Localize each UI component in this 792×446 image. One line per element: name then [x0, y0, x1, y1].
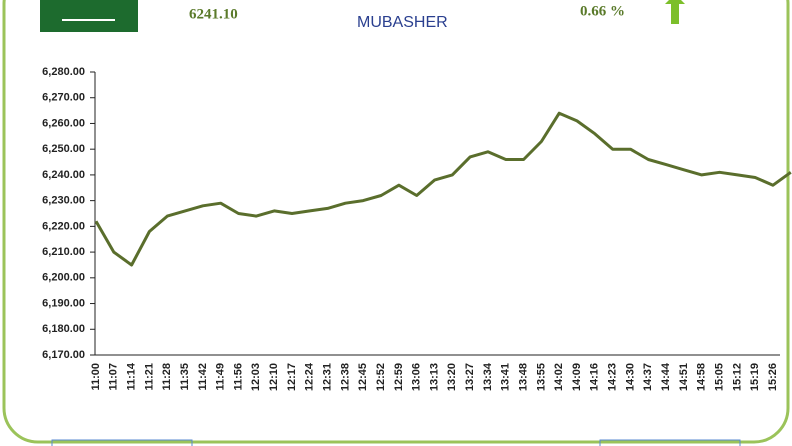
price-line: [94, 111, 792, 267]
x-tick-label: 14:16: [589, 363, 601, 391]
x-tick-label: 13:06: [411, 363, 423, 391]
x-tick-label: 14:58: [696, 363, 708, 391]
x-tick-label: 15:12: [731, 363, 743, 391]
index-value: 6241.10: [189, 6, 238, 22]
x-tick-label: 12:24: [304, 362, 316, 391]
x-tick-label: 11:35: [179, 363, 191, 391]
x-tick-label: 12:10: [268, 363, 280, 391]
x-tick-label: 14:44: [660, 362, 672, 391]
x-tick-label: 12:38: [339, 363, 351, 391]
x-tick-label: 11:07: [108, 363, 120, 391]
x-tick-label: 11:49: [215, 363, 227, 391]
x-tick-label: 13:13: [428, 363, 440, 391]
x-tick-label: 11:00: [90, 363, 102, 391]
x-tick-label: 13:27: [464, 363, 476, 391]
x-tick-label: 12:52: [375, 363, 387, 391]
y-tick-label: 6,240.00: [42, 169, 85, 181]
y-tick-label: 6,270.00: [42, 92, 85, 104]
up-arrow: [665, 0, 685, 24]
y-tick-label: 6,210.00: [42, 246, 85, 258]
y-tick-label: 6,260.00: [42, 117, 85, 129]
x-tick-label: 12:17: [286, 363, 298, 391]
footer-box: [51, 439, 193, 446]
y-tick-label: 6,190.00: [42, 297, 85, 309]
y-tick-label: 6,280.00: [42, 66, 85, 78]
y-tick-label: 6,200.00: [42, 272, 85, 284]
change-value: 0.66 %: [580, 3, 625, 19]
x-tick-label: 13:20: [446, 363, 458, 391]
x-tick-label: 12:31: [322, 363, 334, 391]
x-tick-label: 13:41: [500, 363, 512, 391]
y-tick-label: 6,220.00: [42, 220, 85, 232]
x-tick-label: 13:55: [535, 363, 547, 391]
y-tick-label: 6,250.00: [42, 143, 85, 155]
x-tick-label: 11:21: [143, 363, 155, 391]
footer-box: [599, 439, 741, 446]
x-tick-label: 11:28: [161, 363, 173, 391]
x-tick-label: 13:34: [482, 362, 494, 391]
x-tick-label: 15:26: [767, 363, 779, 391]
x-tick-label: 14:09: [571, 363, 583, 391]
x-tick-label: 14:30: [624, 363, 636, 391]
y-tick-label: 6,170.00: [42, 349, 85, 361]
x-tick-label: 14:23: [607, 363, 619, 391]
x-tick-label: 15:05: [713, 363, 725, 391]
y-tick-label: 6,180.00: [42, 323, 85, 335]
flag: [40, 0, 138, 32]
x-tick-label: 11:42: [197, 363, 209, 391]
x-tick-label: 15:19: [749, 363, 761, 391]
x-tick-label: 11:14: [126, 362, 138, 390]
x-tick-label: 12:59: [393, 363, 405, 391]
x-tick-label: 13:48: [517, 363, 529, 391]
x-tick-label: 14:37: [642, 363, 654, 391]
x-tick-label: 14:51: [678, 363, 690, 391]
x-tick-label: 14:02: [553, 363, 565, 391]
x-tick-label: 11:56: [232, 363, 244, 391]
logo: MUBASHER: [357, 14, 448, 31]
x-tick-label: 12:45: [357, 363, 369, 391]
y-tick-label: 6,230.00: [42, 195, 85, 207]
x-tick-label: 12:03: [250, 363, 262, 391]
